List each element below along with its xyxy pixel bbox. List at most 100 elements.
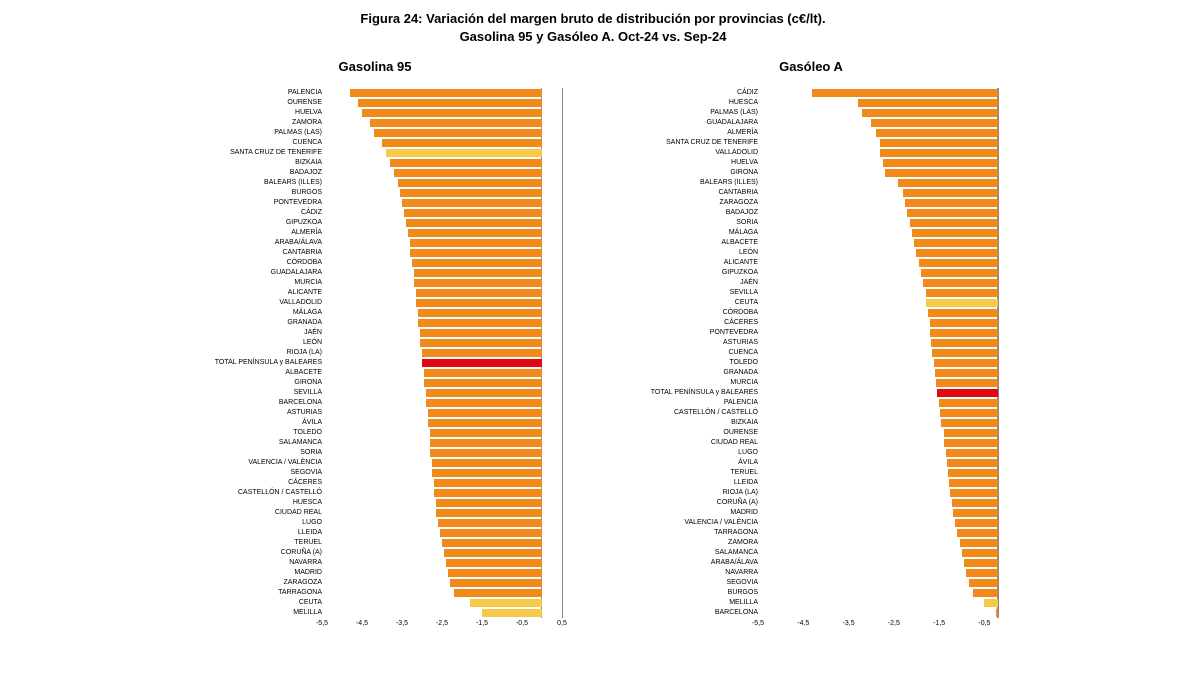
bar — [871, 119, 998, 127]
category-label: MÁLAGA — [187, 308, 326, 318]
category-label: CIUDAD REAL — [187, 508, 326, 518]
bar — [941, 419, 998, 427]
bar — [382, 139, 542, 147]
plot-area: CÁDIZHUESCAPALMAS (LAS)GUADALAJARAALMERÍ… — [623, 88, 999, 632]
category-label: OURENSE — [623, 428, 762, 438]
bar — [862, 109, 998, 117]
bar — [426, 399, 542, 407]
category-label: BURGOS — [187, 188, 326, 198]
bar — [406, 219, 542, 227]
category-label: PALMAS (LAS) — [623, 108, 762, 118]
category-label: TOTAL PENÍNSULA y BALEARES — [623, 388, 762, 398]
bar — [923, 279, 998, 287]
x-tick: -5,5 — [316, 620, 328, 627]
category-label: LLEIDA — [187, 528, 326, 538]
bar — [432, 469, 542, 477]
bar — [962, 549, 998, 557]
bar — [374, 129, 542, 137]
category-label: RIOJA (LA) — [623, 488, 762, 498]
category-label: MURCIA — [187, 278, 326, 288]
bar — [414, 279, 542, 287]
bar — [440, 529, 542, 537]
bar — [436, 499, 542, 507]
bar — [916, 249, 998, 257]
category-label: BARCELONA — [623, 608, 762, 618]
bars-area — [758, 88, 999, 618]
bar — [444, 549, 542, 557]
category-label: SORIA — [623, 218, 762, 228]
bar — [446, 559, 542, 567]
bar — [404, 209, 542, 217]
x-tick: -2,5 — [888, 620, 900, 627]
category-label: NAVARRA — [187, 558, 326, 568]
bar — [921, 269, 998, 277]
bar — [912, 229, 998, 237]
bar — [960, 539, 998, 547]
bar — [436, 509, 542, 517]
category-label: GUADALAJARA — [623, 118, 762, 128]
bar — [948, 469, 998, 477]
category-label: ASTURIAS — [623, 338, 762, 348]
bar — [952, 499, 998, 507]
category-label: GIRONA — [187, 378, 326, 388]
category-label: ZARAGOZA — [623, 198, 762, 208]
category-label: BALEARS (ILLES) — [187, 178, 326, 188]
bar — [957, 529, 998, 537]
bar — [362, 109, 542, 117]
bar — [416, 289, 542, 297]
bar — [883, 159, 998, 167]
bar — [408, 229, 542, 237]
bar — [430, 429, 542, 437]
category-label: ALBACETE — [187, 368, 326, 378]
bar — [885, 169, 998, 177]
bar — [969, 579, 998, 587]
bar — [903, 189, 998, 197]
bar — [934, 359, 998, 367]
category-label: LLEIDA — [623, 478, 762, 488]
bar — [398, 179, 542, 187]
bar — [964, 559, 998, 567]
category-label: CUENCA — [623, 348, 762, 358]
bar — [428, 419, 542, 427]
category-label: PALMAS (LAS) — [187, 128, 326, 138]
x-axis: -5,5-4,5-3,5-2,5-1,5-0,5 — [758, 618, 998, 632]
x-tick: -1,5 — [476, 620, 488, 627]
category-label: CORUÑA (A) — [187, 548, 326, 558]
category-label: GUADALAJARA — [187, 268, 326, 278]
category-label: PONTEVEDRA — [623, 328, 762, 338]
category-label: BADAJOZ — [187, 168, 326, 178]
x-tick: -5,5 — [752, 620, 764, 627]
bar — [944, 439, 998, 447]
category-label: ALBACETE — [623, 238, 762, 248]
bar — [947, 459, 998, 467]
bar — [946, 449, 998, 457]
bar — [430, 439, 542, 447]
category-label: MELILLA — [623, 598, 762, 608]
category-label: GIPUZKOA — [623, 268, 762, 278]
category-label: CORUÑA (A) — [623, 498, 762, 508]
labels-column: CÁDIZHUESCAPALMAS (LAS)GUADALAJARAALMERÍ… — [623, 88, 758, 618]
category-label: ARABA/ÁLAVA — [187, 238, 326, 248]
category-label: TOLEDO — [187, 428, 326, 438]
bar — [428, 409, 542, 417]
bar — [973, 589, 998, 597]
category-label: CÁDIZ — [623, 88, 762, 98]
x-tick: -4,5 — [797, 620, 809, 627]
category-label: JAÉN — [187, 328, 326, 338]
category-label: LUGO — [623, 448, 762, 458]
category-label: BALEARS (ILLES) — [623, 178, 762, 188]
category-label: SEGOVIA — [623, 578, 762, 588]
category-label: ALMERÍA — [623, 128, 762, 138]
category-label: CÁDIZ — [187, 208, 326, 218]
category-label: VALLADOLID — [623, 148, 762, 158]
category-label: GRANADA — [187, 318, 326, 328]
bar — [876, 129, 998, 137]
bar — [812, 89, 998, 97]
bar — [939, 399, 998, 407]
category-label: MADRID — [187, 568, 326, 578]
bar — [926, 299, 998, 307]
category-label: HUELVA — [187, 108, 326, 118]
chart-1: Gasóleo ACÁDIZHUESCAPALMAS (LAS)GUADALAJ… — [623, 59, 999, 632]
bar — [919, 259, 998, 267]
category-label: SEVILLA — [187, 388, 326, 398]
